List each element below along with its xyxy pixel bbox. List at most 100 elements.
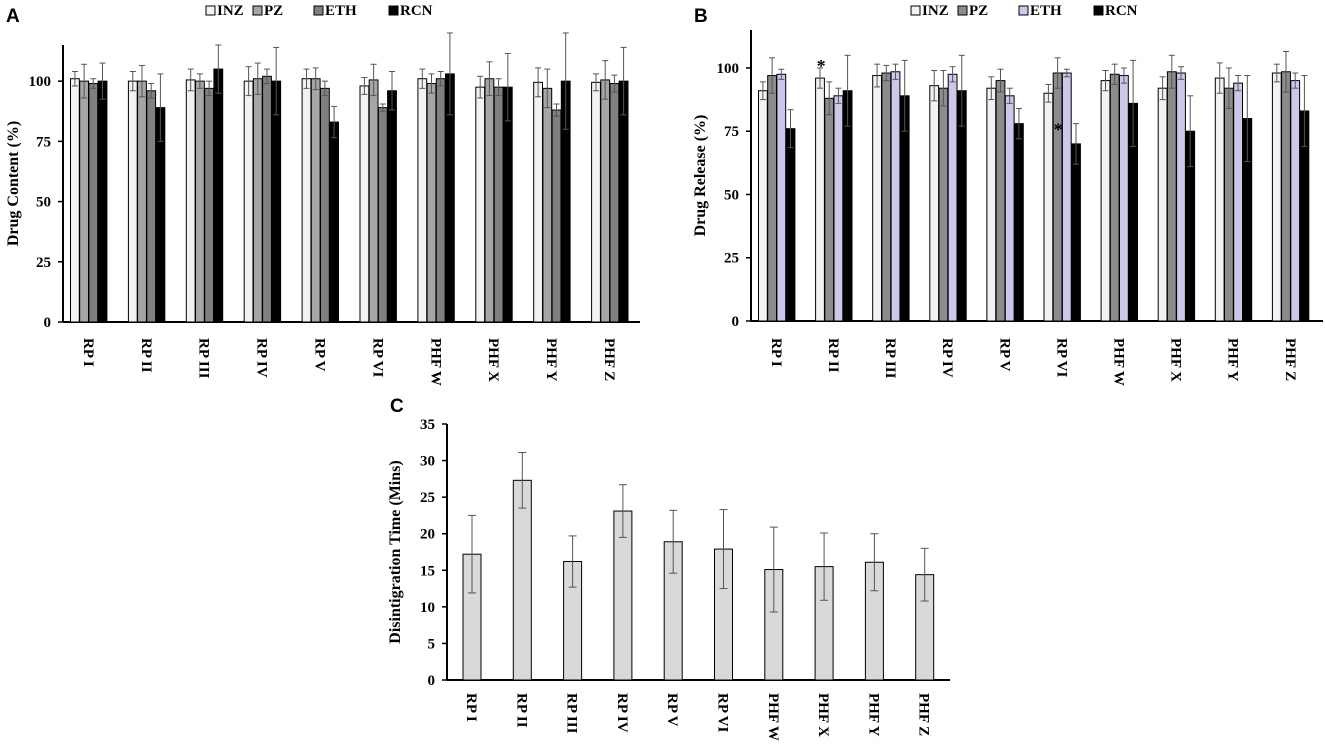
x-tick-label: PHF Y: [1225, 338, 1241, 382]
x-tick-label: RP V: [996, 338, 1012, 372]
y-tick-label: 0: [732, 314, 740, 330]
y-axis-title: Drug Release (%): [692, 115, 709, 237]
x-tick-label: RP II: [138, 338, 154, 373]
bar-eth: [435, 78, 446, 323]
chart-panel-b: B 0 25 50 75 100 Drug Release (%) RP I RP II RP I…: [692, 3, 1323, 386]
bar-pz: [1109, 73, 1120, 322]
legend-label: ETH: [1030, 3, 1062, 19]
bar-eth: [146, 90, 157, 323]
x-tick-label: PHF X: [815, 693, 831, 737]
bar-inz: [475, 86, 486, 323]
bar-eth: [88, 83, 99, 323]
bar-rcn: [1071, 143, 1081, 322]
x-tick-label: RP IV: [614, 693, 630, 733]
bar-eth: [204, 87, 214, 323]
significance-marker: *: [1054, 120, 1063, 140]
bar-eth: [833, 95, 844, 322]
legend-label: PZ: [264, 3, 283, 19]
bar-pz: [1052, 72, 1063, 322]
panel-label: A: [6, 6, 20, 27]
bar-pz: [600, 79, 611, 323]
bar-pz: [881, 72, 892, 322]
x-tick-label: PHF Y: [543, 338, 559, 382]
y-tick-label: 15: [420, 563, 435, 579]
bar-inz: [185, 79, 196, 323]
bar-disintegration-time: [512, 479, 532, 681]
x-tick-label: RP III: [196, 338, 212, 379]
bar-eth: [262, 75, 272, 323]
bar-eth: [1061, 72, 1072, 322]
panel-label: B: [694, 6, 708, 27]
bar-eth: [1290, 80, 1301, 322]
bar-inz: [1214, 77, 1225, 322]
bar-inz: [1100, 80, 1111, 322]
y-tick-label: 20: [420, 527, 435, 543]
legend-label: INZ: [922, 3, 949, 19]
bar-eth: [1119, 75, 1129, 322]
x-tick-label: PHF Z: [1282, 338, 1298, 381]
y-tick-label: 50: [36, 195, 51, 211]
significance-marker: *: [817, 56, 826, 76]
x-tick-label: PHF W: [1111, 338, 1127, 386]
bar-inz: [872, 75, 883, 322]
y-tick-label: 0: [428, 673, 436, 689]
bar-inz: [70, 78, 80, 323]
bar-inz: [359, 85, 370, 323]
y-tick-label: 25: [36, 255, 51, 271]
bar-inz: [1157, 87, 1168, 322]
chart-panel-c: C 0 5 10 15 20 25 30 35 Disintigration Time (Mins…: [387, 396, 950, 741]
y-tick-label: 50: [724, 187, 739, 203]
x-tick-label: PHF W: [765, 693, 781, 741]
y-tick-label: 25: [724, 251, 739, 267]
legend-label: INZ: [217, 3, 244, 19]
bar-rcn: [1014, 123, 1024, 322]
legend-swatch: [313, 5, 324, 16]
x-tick-label: PHF Z: [601, 338, 617, 381]
x-tick-label: RP I: [80, 338, 96, 367]
legend-swatch: [910, 5, 921, 16]
bar-inz: [127, 80, 138, 323]
bar-rcn: [271, 80, 282, 323]
legend-swatch: [205, 5, 216, 16]
x-tick-label: PHF Z: [916, 693, 932, 736]
bar-inz: [243, 80, 254, 323]
bar-eth: [609, 83, 620, 323]
bar-eth: [377, 107, 388, 323]
bar-pz: [767, 75, 778, 322]
bar-inz: [986, 87, 997, 322]
x-tick-label: RP II: [825, 338, 841, 373]
bar-eth: [551, 109, 562, 323]
legend-label: ETH: [325, 3, 357, 19]
chart-panel-a: A 0 25 50 75 100 Drug Content (%) RP I RP II RP I…: [5, 3, 640, 386]
x-tick-label: RP III: [564, 693, 580, 734]
y-tick-label: 0: [44, 315, 52, 331]
bar-inz: [301, 78, 312, 323]
x-tick-label: PHF X: [1168, 338, 1184, 382]
x-tick-label: RP IV: [939, 338, 955, 378]
y-axis-title: Disintigration Time (Mins): [387, 460, 404, 643]
bar-eth: [890, 71, 901, 322]
bar-pz: [484, 78, 495, 323]
x-tick-label: RP IV: [254, 338, 270, 378]
bar-inz: [815, 77, 825, 322]
x-tick-label: RP VI: [369, 338, 385, 377]
y-tick-label: 75: [724, 124, 739, 140]
bar-pz: [426, 83, 437, 323]
x-tick-label: PHF W: [427, 338, 443, 386]
bar-eth: [320, 87, 330, 323]
bar-pz: [995, 80, 1006, 322]
legend-label: PZ: [969, 3, 988, 19]
x-tick-label: RP III: [882, 338, 898, 379]
bar-pz: [368, 79, 379, 323]
y-tick-label: 35: [420, 417, 435, 433]
bar-rcn: [97, 80, 108, 323]
bar-pz: [1224, 87, 1234, 322]
bar-rcn: [329, 121, 340, 323]
x-tick-label: PHF Y: [865, 693, 881, 737]
bar-rcn: [785, 128, 796, 322]
bar-pz: [542, 87, 553, 323]
x-tick-label: RP I: [463, 693, 479, 722]
panel-label: C: [390, 396, 404, 417]
bar-pz: [824, 97, 835, 322]
